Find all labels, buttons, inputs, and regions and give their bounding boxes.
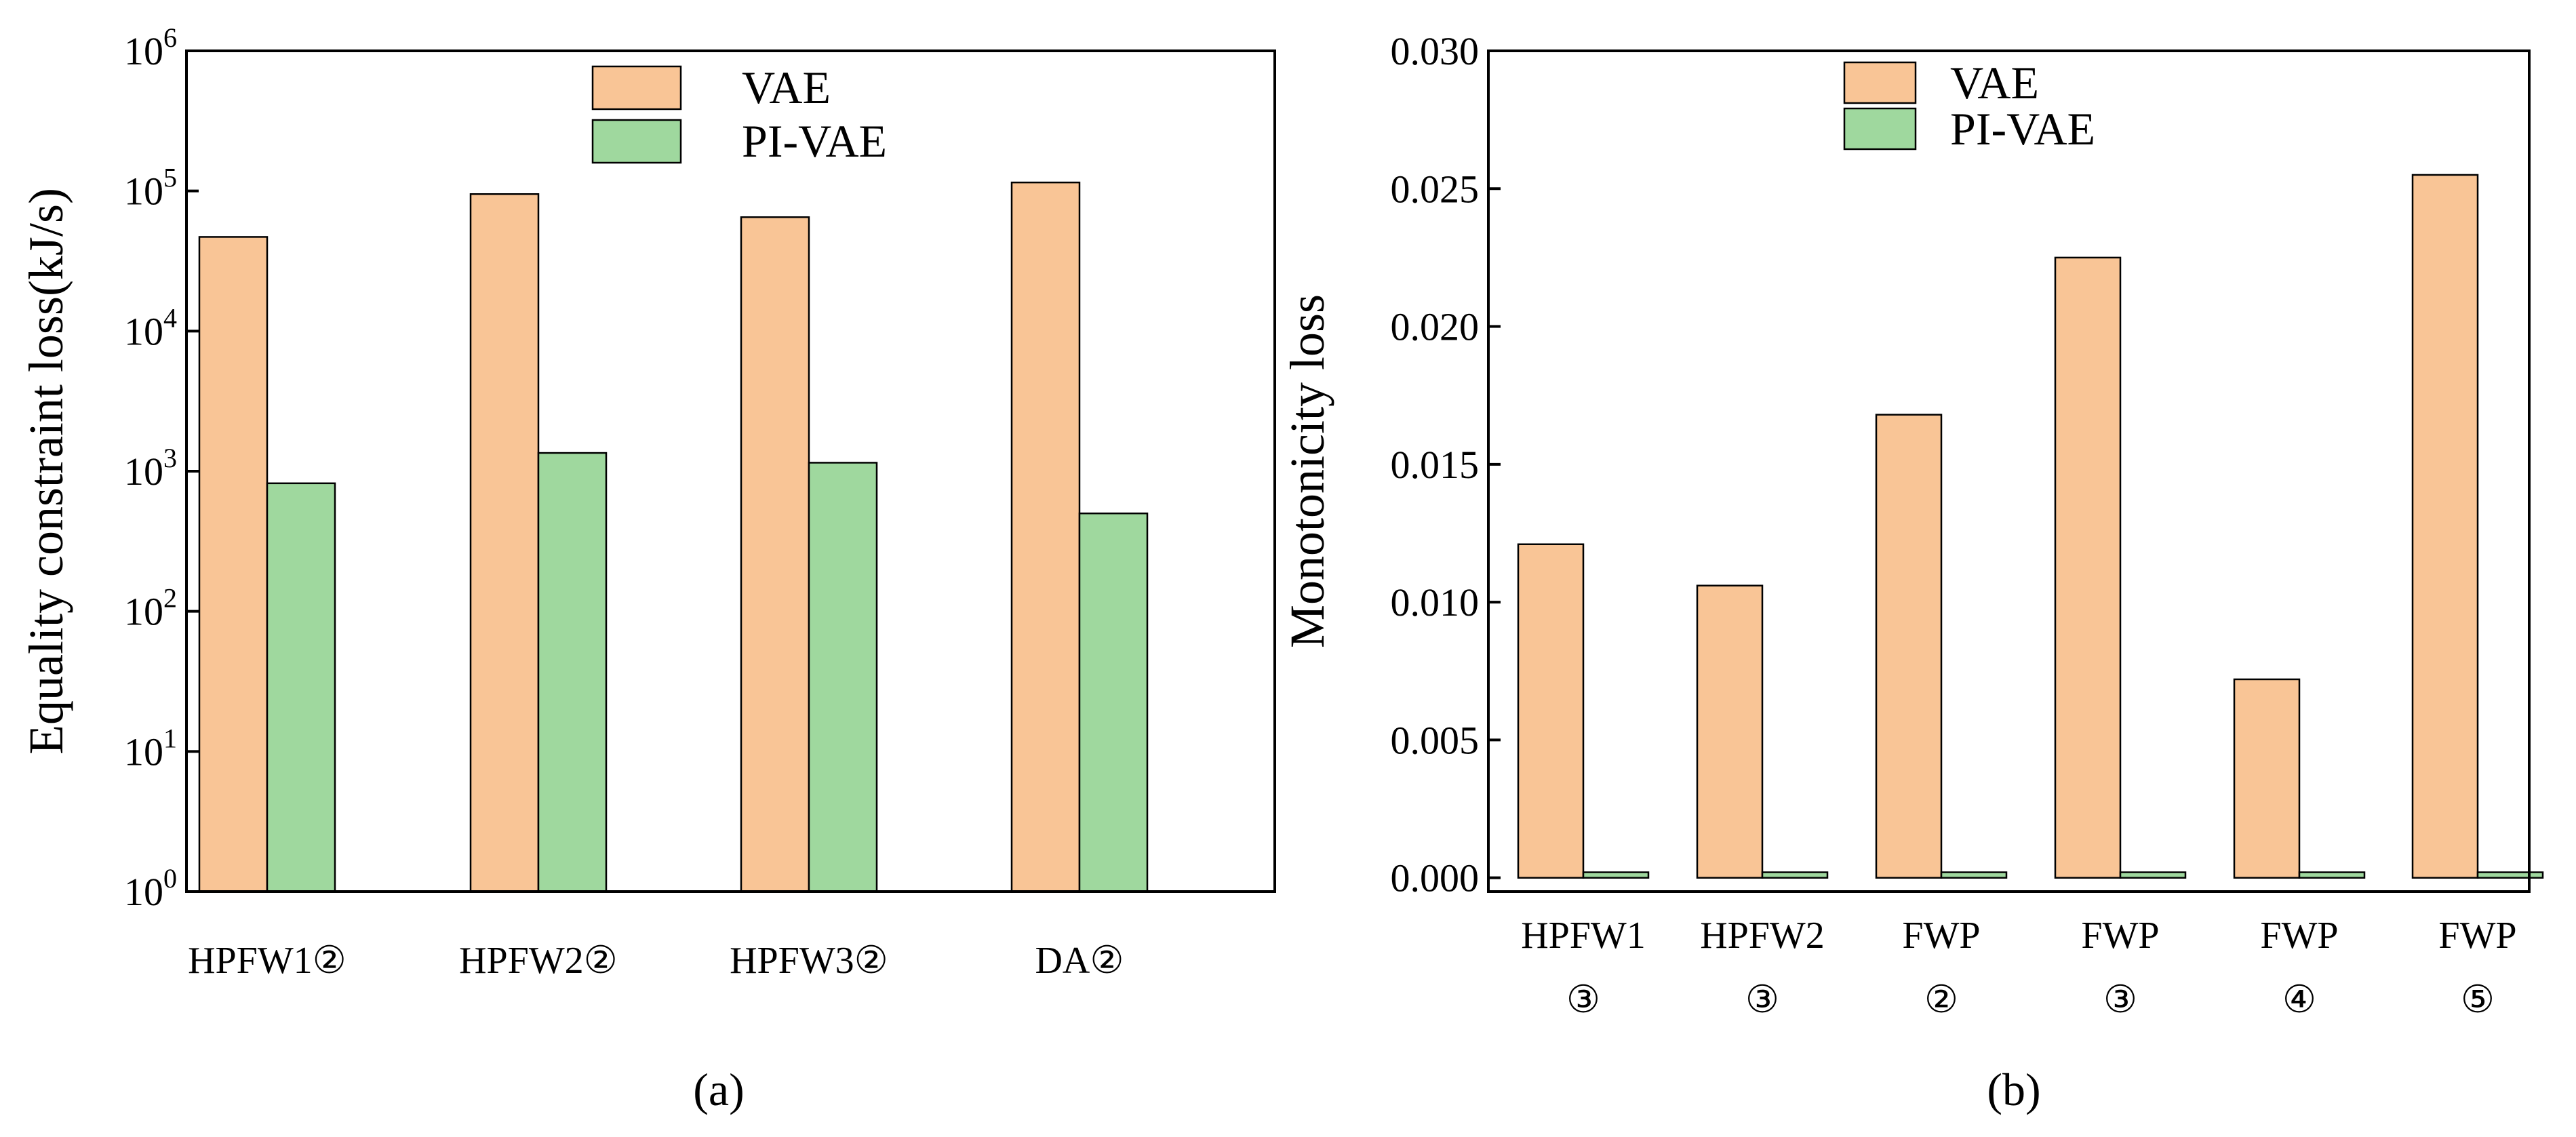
y-tick-label: 102 [124,583,177,634]
x-category-label: HPFW3② [730,940,888,982]
y-tick-label: 0.030 [1391,29,1480,73]
y-axis-ticks-a: 100 101 102 103 104 105 106 [124,22,199,914]
x-axis-categories-a: HPFW1② HPFW2② HPFW3② DA② [188,940,1124,982]
bar-pi-vae [2298,871,2366,879]
x-category-label: DA② [1035,940,1124,982]
bar-pi-vae [1940,871,2008,879]
legend-label-pivae-a: PI-VAE [742,115,887,167]
x-category-label: ⑤ [2461,979,2495,1021]
y-axis-ticks-b: 0.000 0.005 0.010 0.015 0.020 0.025 0.030 [1391,29,1501,900]
x-category-label: ③ [1566,979,1600,1021]
bar-vae [198,236,269,893]
x-axis-categories-b: HPFW1 ③ HPFW2 ③ FWP ② FWP ③ FWP ④ FWP ⑤ [1521,915,2516,1021]
y-tick-label: 101 [124,723,177,774]
bar-vae [740,216,810,893]
y-tick-label: 0.000 [1391,856,1480,900]
bar-vae [1875,414,1943,879]
bar-pi-vae [2476,871,2544,879]
y-axis-label-a: Equality constraint loss(kJ/s) [19,188,73,755]
chart-panel-a: 100 101 102 103 104 105 106 HPFW1② HPFW2② HPFW3②… [19,22,1276,1115]
bar-pi-vae [537,452,608,893]
bar-pi-vae [1761,871,1829,879]
legend-label-pivae-b: PI-VAE [1950,103,2095,155]
legend-a: VAE PI-VAE [591,62,887,167]
bar-vae [469,193,540,893]
legend-swatch-pivae-a [591,119,682,164]
x-category-label: HPFW1 [1521,915,1646,957]
legend-swatch-vae-a [591,65,682,111]
bars-a [198,181,1149,893]
y-tick-label: 100 [124,863,177,914]
x-category-label: FWP [2438,915,2516,957]
plot-frame-a [185,49,1276,893]
bar-vae [2233,678,2301,879]
chart-panel-b: 0.000 0.005 0.010 0.015 0.020 0.025 0.030 HPFW… [1280,29,2544,1115]
y-tick-label: 0.025 [1391,167,1480,211]
bar-vae [1010,181,1081,893]
bar-vae [2054,256,2122,879]
y-tick-label: 105 [124,163,177,214]
x-category-label: ③ [1745,979,1779,1021]
bar-vae [1696,584,1764,879]
x-category-label: FWP [2260,915,2338,957]
bar-vae [2411,174,2479,879]
legend-swatch-vae-b [1843,61,1917,104]
x-category-label: HPFW2 [1700,915,1825,957]
x-category-label: HPFW1② [188,940,346,982]
plot-frame-b [1487,49,2531,893]
legend-label-vae-b: VAE [1950,57,2039,108]
y-tick-label: 0.015 [1391,443,1480,487]
y-tick-label: 106 [124,22,177,73]
legend-swatch-pivae-b [1843,107,1917,151]
y-tick-label: 0.005 [1391,718,1480,762]
bar-pi-vae [1582,871,1650,879]
bar-pi-vae [266,482,336,893]
legend-label-vae-a: VAE [742,62,831,113]
panel-label-b: (b) [1987,1064,2040,1115]
bar-pi-vae [1078,512,1149,893]
y-tick-label: 0.010 [1391,580,1480,624]
bar-pi-vae [808,462,878,893]
bars-b [1517,174,2544,879]
y-tick-label: 103 [124,443,177,494]
bar-pi-vae [2119,871,2187,879]
x-category-label: FWP [1902,915,1980,957]
x-category-label: HPFW2② [459,940,618,982]
panel-label-a: (a) [693,1064,744,1115]
x-category-label: FWP [2081,915,2159,957]
bar-vae [1517,543,1585,879]
x-category-label: ④ [2282,979,2316,1021]
y-tick-label: 0.020 [1391,305,1480,349]
legend-b: VAE PI-VAE [1843,57,2095,155]
x-category-label: ③ [2103,979,2137,1021]
y-tick-label: 104 [124,302,177,353]
y-axis-label-b: Monotonicity loss [1280,294,1334,648]
x-category-label: ② [1924,979,1958,1021]
